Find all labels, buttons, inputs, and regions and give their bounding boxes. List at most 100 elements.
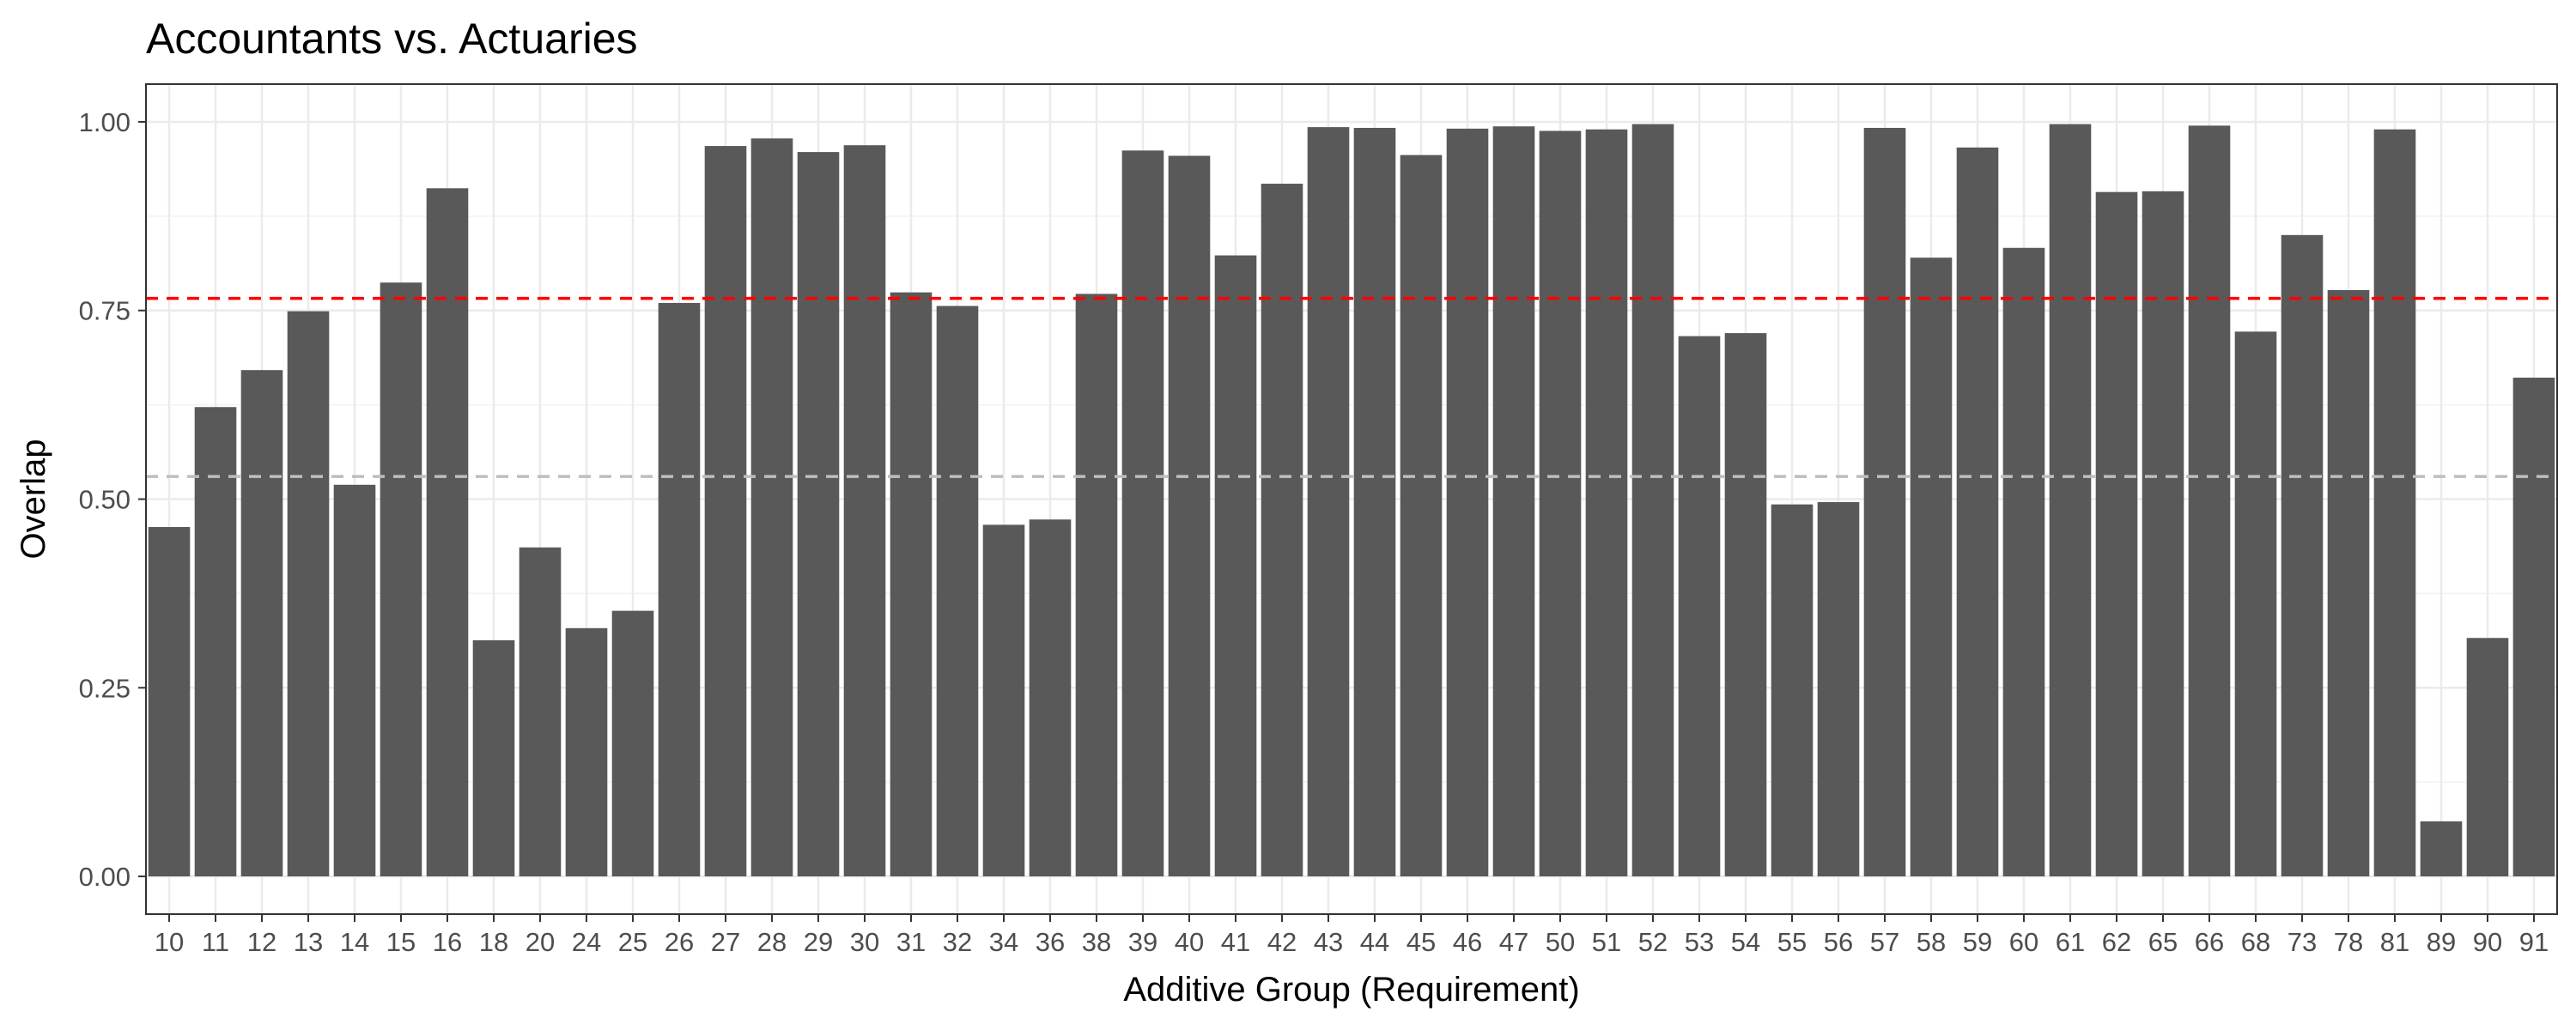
- y-axis-title: Overlap: [15, 439, 52, 559]
- x-tick-label: 59: [1963, 927, 1992, 957]
- x-tick-label: 36: [1036, 927, 1065, 957]
- x-tick-label: 40: [1175, 927, 1204, 957]
- x-tick-label: 65: [2148, 927, 2178, 957]
- x-tick-label: 27: [711, 927, 740, 957]
- x-tick-label: 68: [2241, 927, 2270, 957]
- bar-73: [2281, 234, 2324, 877]
- x-tick-label: 25: [618, 927, 647, 957]
- x-tick-label: 30: [850, 927, 879, 957]
- bar-24: [565, 627, 608, 877]
- x-tick-label: 52: [1638, 927, 1668, 957]
- bar-27: [704, 146, 747, 877]
- x-axis-title: Additive Group (Requirement): [1123, 971, 1579, 1009]
- x-tick-label: 90: [2473, 927, 2502, 957]
- x-tick-label: 53: [1685, 927, 1714, 957]
- x-tick-label: 50: [1546, 927, 1575, 957]
- bar-45: [1400, 154, 1443, 877]
- bar-52: [1631, 124, 1674, 877]
- bar-81: [2373, 129, 2416, 877]
- bar-40: [1168, 155, 1211, 877]
- x-tick-label: 44: [1360, 927, 1389, 957]
- x-tick-label: 16: [433, 927, 462, 957]
- y-tick-label: 0.00: [79, 862, 131, 892]
- x-tick-label: 11: [202, 927, 229, 957]
- bar-55: [1771, 504, 1814, 877]
- x-tick-label: 66: [2195, 927, 2224, 957]
- x-tick-label: 13: [294, 927, 323, 957]
- bar-39: [1121, 150, 1164, 877]
- x-tick-label: 42: [1267, 927, 1297, 957]
- bar-78: [2327, 289, 2370, 877]
- reference-lines: [146, 296, 2557, 478]
- bars: [148, 124, 2555, 877]
- bar-44: [1353, 127, 1396, 877]
- x-tick-label: 34: [989, 927, 1018, 957]
- y-tick-label: 1.00: [79, 107, 131, 137]
- x-tick-label: 31: [896, 927, 926, 957]
- x-tick-label: 41: [1221, 927, 1250, 957]
- x-tick-label: 12: [247, 927, 276, 957]
- x-tick-label: 47: [1499, 927, 1528, 957]
- x-tick-label: 73: [2287, 927, 2317, 957]
- bar-10: [148, 527, 191, 877]
- bar-56: [1817, 502, 1860, 877]
- bar-43: [1307, 127, 1350, 877]
- bar-16: [426, 188, 469, 877]
- bar-11: [194, 407, 237, 877]
- bar-28: [750, 138, 793, 877]
- x-tick-label: 18: [479, 927, 508, 957]
- x-tick-label: 45: [1406, 927, 1436, 957]
- bar-54: [1724, 333, 1767, 877]
- bar-58: [1910, 258, 1953, 877]
- bar-32: [936, 306, 979, 877]
- bar-90: [2466, 638, 2509, 877]
- x-tick-label: 57: [1870, 927, 1899, 957]
- bar-15: [380, 282, 422, 877]
- bar-31: [890, 292, 933, 877]
- bar-60: [2002, 247, 2045, 877]
- bar-30: [843, 145, 886, 877]
- bar-46: [1446, 128, 1489, 877]
- bar-57: [1863, 127, 1906, 877]
- x-tick-label: 54: [1731, 927, 1760, 957]
- bar-36: [1029, 519, 1072, 877]
- x-tick-label: 81: [2380, 927, 2409, 957]
- x-tick-label: 61: [2056, 927, 2085, 957]
- bar-61: [2049, 124, 2092, 877]
- bar-14: [333, 484, 376, 877]
- x-tick-label: 46: [1453, 927, 1482, 957]
- bar-50: [1539, 130, 1582, 877]
- x-tick-label: 55: [1777, 927, 1807, 957]
- bar-20: [519, 547, 562, 877]
- y-tick-label: 0.25: [79, 673, 131, 703]
- bar-65: [2142, 191, 2184, 877]
- x-tick-label: 24: [572, 927, 601, 957]
- x-tick-label: 10: [155, 927, 184, 957]
- x-tick-label: 38: [1082, 927, 1111, 957]
- bar-53: [1678, 336, 1721, 877]
- bar-13: [287, 311, 330, 877]
- bar-41: [1214, 255, 1257, 877]
- x-tick-label: 14: [340, 927, 369, 957]
- bar-91: [2512, 377, 2555, 877]
- x-tick-label: 15: [386, 927, 416, 957]
- x-tick-label: 56: [1824, 927, 1853, 957]
- x-tick-label: 39: [1128, 927, 1157, 957]
- chart-title: Accountants vs. Actuaries: [146, 15, 638, 63]
- bar-89: [2420, 821, 2463, 877]
- bar-42: [1261, 184, 1303, 877]
- x-tick-label: 78: [2334, 927, 2363, 957]
- x-tick-label: 51: [1592, 927, 1621, 957]
- bar-47: [1492, 126, 1535, 877]
- x-axis: 10 11 12 13 14 15 16 18 20 24 25 26 27 28 29 30 31 32 34 36…: [155, 914, 2549, 957]
- bar-59: [1956, 147, 1999, 877]
- bar-62: [2095, 191, 2138, 877]
- bar-68: [2234, 331, 2277, 877]
- bar-66: [2188, 125, 2231, 877]
- bar-34: [982, 524, 1025, 877]
- x-tick-label: 62: [2102, 927, 2131, 957]
- bar-12: [240, 370, 283, 877]
- x-tick-label: 26: [665, 927, 694, 957]
